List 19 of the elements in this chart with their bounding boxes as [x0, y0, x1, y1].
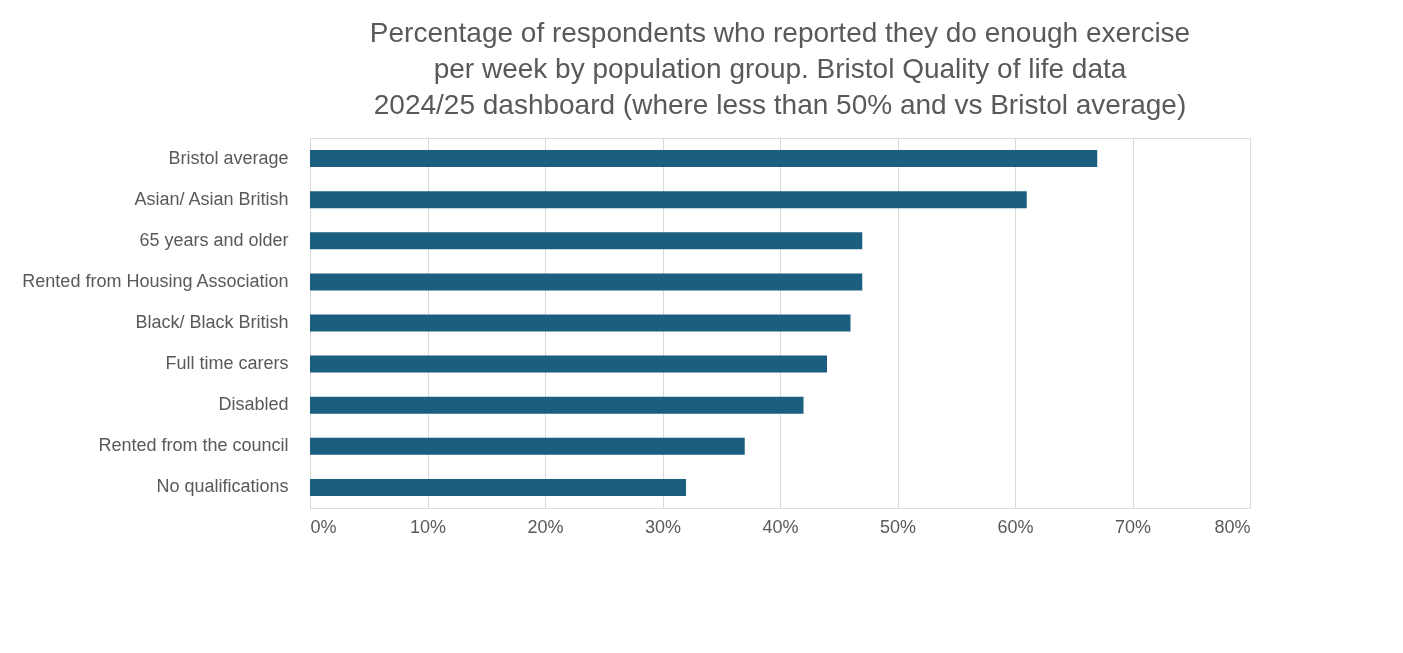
y-tick-label: Disabled — [218, 394, 289, 415]
x-tick-label: 60% — [997, 516, 1034, 537]
y-tick-label: 65 years and older — [139, 229, 289, 250]
x-tick-label: 40% — [762, 516, 799, 537]
x-tick-label: 30% — [644, 516, 682, 537]
y-tick-label: Bristol average — [168, 147, 289, 168]
x-tick-label: 70% — [1114, 516, 1152, 537]
x-tick-label: 0% — [310, 516, 337, 537]
chart-title: Percentage of respondents who reported they do enough exercise per week by population group. Bristol Quality of life data 2024/25 dashboard (where less than 50% and vs Bristol average) — [369, 17, 1191, 120]
y-tick-label: Rented from Housing Association — [22, 270, 289, 291]
y-tick-label: Black/ Black British — [135, 312, 289, 332]
x-tick-label: 10% — [409, 516, 447, 537]
x-tick-label: 20% — [527, 516, 564, 537]
y-tick-label: Asian/ Asian British — [134, 188, 289, 209]
y-tick-label: Rented from the council — [98, 435, 289, 456]
x-tick-label: 50% — [879, 516, 917, 537]
y-tick-label: Full time carers — [165, 353, 289, 374]
x-tick-label: 80% — [1214, 516, 1251, 537]
y-tick-label: No qualifications — [156, 476, 289, 497]
